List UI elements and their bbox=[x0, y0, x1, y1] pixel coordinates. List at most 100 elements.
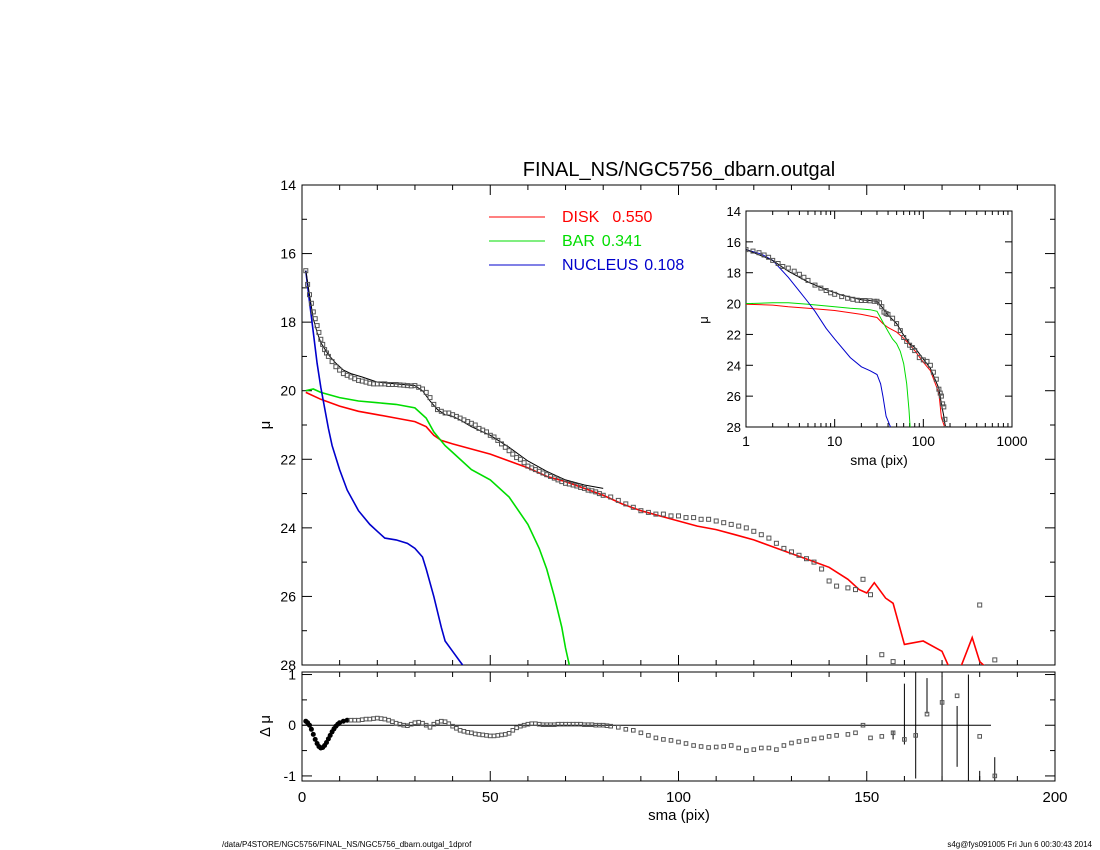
main-data-point bbox=[333, 364, 339, 370]
residual-point bbox=[698, 744, 704, 749]
residual-point bbox=[868, 735, 873, 741]
inset-data-point bbox=[845, 295, 851, 301]
residual-point bbox=[506, 731, 512, 736]
inset-data-point bbox=[938, 393, 944, 399]
inset-data-point bbox=[943, 426, 949, 427]
inset-data-point bbox=[756, 250, 762, 256]
main-data-point bbox=[902, 666, 906, 670]
inset-data-point bbox=[941, 404, 947, 410]
residual-point bbox=[495, 733, 501, 738]
residual-point bbox=[713, 744, 719, 750]
residual-point bbox=[499, 732, 504, 738]
residual-point bbox=[487, 733, 493, 739]
main-data-point bbox=[811, 559, 817, 565]
residual-point bbox=[308, 726, 314, 732]
inset-data-point bbox=[796, 271, 802, 277]
residual-point bbox=[804, 738, 809, 743]
residual-point bbox=[427, 725, 433, 730]
main-data-point bbox=[826, 578, 832, 584]
main-data-point bbox=[600, 492, 606, 498]
main-data-point bbox=[796, 552, 802, 558]
residual-point bbox=[589, 722, 595, 728]
residual-point bbox=[510, 728, 516, 733]
main-data-point bbox=[310, 309, 316, 315]
residual-point bbox=[661, 737, 666, 742]
residual-point bbox=[393, 720, 399, 726]
legend-value-bar: 0.341 bbox=[602, 233, 642, 250]
main-data-point bbox=[890, 659, 896, 665]
inset-data-point bbox=[904, 338, 910, 344]
inset-data-point bbox=[746, 247, 749, 253]
main-data-point bbox=[728, 521, 734, 527]
inset-xtick-label: 1000 bbox=[996, 433, 1027, 449]
inset-plot-series bbox=[746, 249, 947, 427]
inset-ytick-label: 20 bbox=[727, 297, 741, 312]
inset-data-point bbox=[832, 291, 838, 297]
residual-plot-ticks: 10-10 50 100 150 200 bbox=[284, 667, 1068, 806]
residual-point bbox=[939, 700, 945, 705]
residual-point bbox=[375, 715, 380, 721]
residual-point bbox=[706, 745, 711, 750]
residual-point bbox=[834, 733, 839, 738]
residual-point bbox=[439, 718, 444, 724]
main-ytick-label: 26 bbox=[280, 588, 296, 604]
inset-plot: 14 16 18 20 22 24 26 281 10 100 1000 sma (pix) μ bbox=[696, 204, 1028, 468]
main-data-point bbox=[721, 520, 727, 526]
main-data-point bbox=[660, 511, 666, 517]
main-series-bar-line bbox=[305, 388, 571, 665]
residual-point bbox=[860, 722, 866, 728]
legend-value-nucleus: 0.108 bbox=[644, 257, 684, 274]
residual-ytick-label: 0 bbox=[288, 717, 296, 733]
residual-xtick-label: 0 bbox=[298, 789, 306, 806]
residual-plot-points bbox=[302, 672, 998, 781]
main-data-point bbox=[423, 389, 429, 395]
main-data-point bbox=[955, 677, 959, 681]
residual-point bbox=[552, 722, 557, 728]
main-data-point bbox=[773, 540, 779, 546]
footer-file-path: /data/P4STORE/NGC5756/FINAL_NS/NGC5756_d… bbox=[222, 840, 472, 849]
residual-point bbox=[337, 720, 343, 726]
main-ylabel: μ bbox=[257, 421, 274, 430]
residual-point bbox=[646, 733, 651, 738]
main-data-point bbox=[781, 545, 787, 551]
main-data-point bbox=[303, 268, 309, 274]
main-data-point bbox=[630, 504, 636, 510]
residual-point bbox=[412, 720, 418, 726]
inset-series-model-total-line bbox=[746, 249, 947, 427]
residual-point bbox=[913, 733, 919, 738]
inset-data-point bbox=[930, 369, 936, 375]
main-data-point bbox=[325, 353, 331, 359]
residual-point bbox=[766, 745, 772, 751]
inset-series-bar-line bbox=[746, 302, 911, 427]
main-data-point bbox=[868, 592, 873, 598]
residual-point bbox=[367, 716, 373, 722]
main-plot: 14 16 18 20 22 24 26 28 μ bbox=[257, 177, 1056, 681]
residual-point bbox=[676, 739, 681, 745]
residual-point bbox=[668, 738, 674, 743]
main-data-point bbox=[506, 448, 512, 454]
legend-value-disk: 0.550 bbox=[612, 209, 652, 226]
residual-point bbox=[382, 716, 388, 722]
inset-xtick-label: 1 bbox=[742, 433, 750, 449]
main-data-point bbox=[860, 576, 866, 582]
main-ytick-label: 16 bbox=[280, 246, 296, 262]
main-data-point bbox=[499, 441, 504, 447]
main-data-point bbox=[623, 501, 629, 507]
residual-point bbox=[721, 744, 727, 749]
residual-point bbox=[608, 723, 614, 729]
residual-point bbox=[359, 717, 365, 723]
main-data-point bbox=[698, 516, 704, 522]
residual-ytick-label: 1 bbox=[288, 667, 296, 683]
residual-point bbox=[442, 719, 448, 725]
main-data-point bbox=[879, 652, 885, 658]
residual-point bbox=[924, 711, 930, 717]
residual-point bbox=[484, 733, 489, 738]
inset-data-point bbox=[885, 311, 891, 317]
residual-point bbox=[728, 743, 734, 748]
residual-point bbox=[476, 732, 482, 737]
residual-point bbox=[416, 719, 421, 725]
residual-point bbox=[390, 719, 395, 725]
residual-point bbox=[759, 745, 764, 751]
main-data-point bbox=[992, 657, 998, 663]
main-plot-ticks: 14 16 18 20 22 24 26 28 bbox=[280, 177, 1056, 673]
